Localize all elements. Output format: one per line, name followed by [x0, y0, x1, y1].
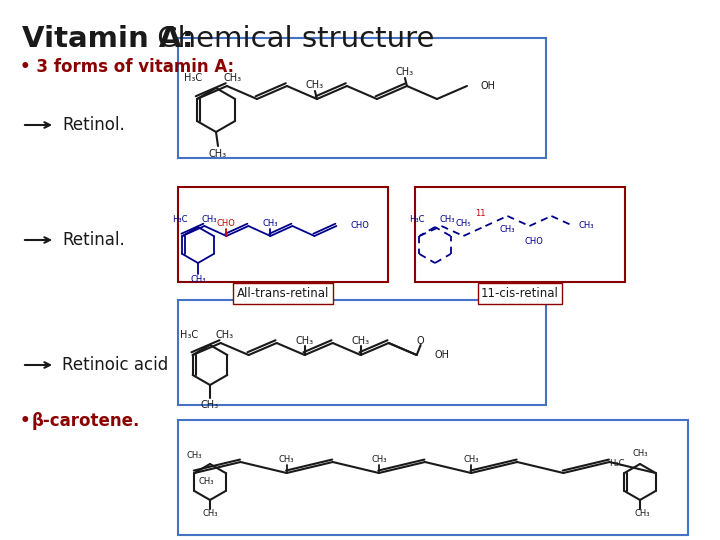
Text: CH₃: CH₃ [371, 456, 387, 464]
Text: OH: OH [481, 81, 496, 91]
Text: Retinoic acid: Retinoic acid [62, 356, 168, 374]
Text: CHO: CHO [217, 219, 236, 228]
Text: CH₃: CH₃ [396, 67, 414, 77]
Text: • 3 forms of vitamin A:: • 3 forms of vitamin A: [20, 58, 234, 76]
Text: •: • [20, 412, 37, 430]
Text: CH₃: CH₃ [216, 330, 234, 340]
Text: CH₃: CH₃ [296, 336, 314, 346]
Text: H₃C: H₃C [180, 330, 198, 340]
Text: O: O [417, 336, 425, 346]
Bar [178, 187, 388, 282]
Text: CH₃: CH₃ [201, 400, 219, 410]
Text: CH₃: CH₃ [634, 510, 649, 518]
Text: 11: 11 [475, 210, 486, 219]
Text: Retinol.: Retinol. [62, 116, 125, 134]
Text: CH₃: CH₃ [263, 219, 278, 228]
Text: CH₃: CH₃ [224, 73, 242, 83]
Text: Retinal.: Retinal. [62, 231, 125, 249]
Text: CH₃: CH₃ [198, 476, 214, 485]
Text: CH₃: CH₃ [439, 214, 454, 224]
Bar [178, 420, 688, 535]
Text: CH₃: CH₃ [202, 214, 217, 224]
Text: H₃C: H₃C [173, 214, 188, 224]
Bar [415, 187, 625, 282]
Text: All-trans-retinal: All-trans-retinal [237, 287, 329, 300]
Text: CH₃: CH₃ [209, 149, 227, 159]
Text: CHO: CHO [525, 237, 544, 246]
Text: CH₃: CH₃ [279, 456, 294, 464]
Text: CH₃: CH₃ [578, 221, 594, 231]
Text: 11-cis-retinal: 11-cis-retinal [481, 287, 559, 300]
Text: CH₃: CH₃ [632, 449, 648, 458]
Text: H₃C: H₃C [610, 458, 625, 468]
Text: CH₃: CH₃ [500, 225, 516, 233]
Text: CH₃: CH₃ [202, 510, 217, 518]
Text: CH₃: CH₃ [190, 275, 206, 285]
Text: Vitamin A:: Vitamin A: [22, 25, 194, 53]
Text: OH: OH [435, 350, 450, 360]
Text: β-carotene.: β-carotene. [32, 412, 140, 430]
Text: H₃C: H₃C [410, 214, 425, 224]
Bar [178, 300, 546, 405]
Text: CH₃: CH₃ [464, 456, 479, 464]
Bar [178, 38, 546, 158]
Text: CH₅: CH₅ [456, 219, 471, 228]
Text: H₃C: H₃C [184, 73, 202, 83]
Text: CH₃: CH₃ [351, 336, 370, 346]
Text: CHO: CHO [351, 221, 369, 231]
Text: CH₃: CH₃ [186, 450, 202, 460]
Text: CH₃: CH₃ [306, 80, 324, 90]
Text: Chemical structure: Chemical structure [148, 25, 434, 53]
